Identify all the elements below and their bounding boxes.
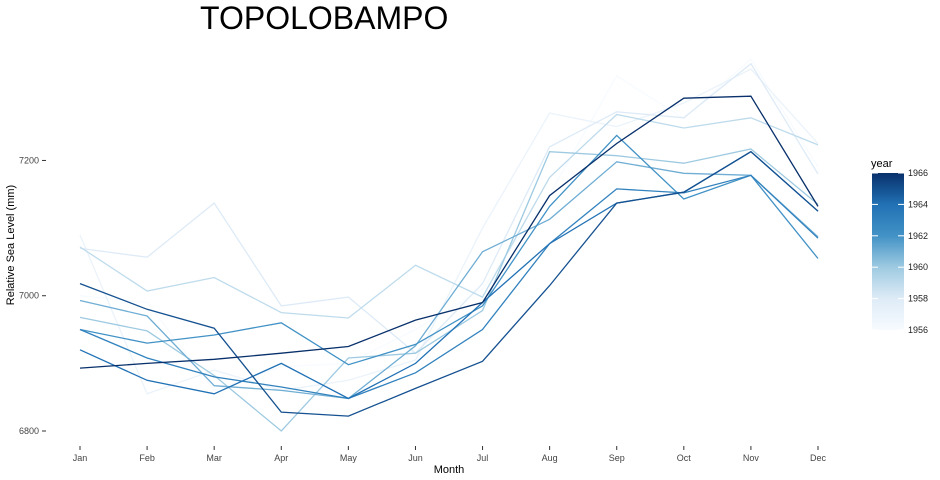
- legend-ticks: 1956 1958 1960 1962 1964 1966: [872, 168, 928, 335]
- y-axis-title: Relative Sea Level (mm): [5, 185, 17, 305]
- series-line-1966: [79, 95, 819, 369]
- x-tick-label-oct: Oct: [677, 453, 692, 463]
- x-axis: Jan Feb Mar Apr May Jun Jul Aug Sep Oct Nov Dec: [73, 446, 827, 463]
- series-line-1956: [79, 58, 819, 392]
- x-tick-label-jun: Jun: [408, 453, 423, 463]
- x-tick-label-jan: Jan: [73, 453, 88, 463]
- x-tick-label-apr: Apr: [274, 453, 288, 463]
- series-line-1965: [79, 150, 819, 417]
- legend-tick-label: 1956: [908, 325, 928, 335]
- legend: year 1956 1958 1960 1962 1964 1966: [871, 158, 928, 335]
- legend-tick-label: 1962: [908, 231, 928, 241]
- y-tick-label: 7200: [19, 155, 39, 165]
- series-line-1962: [79, 134, 819, 366]
- y-tick-label: 7000: [19, 291, 39, 301]
- legend-tick-label: 1964: [908, 199, 928, 209]
- series-line-1963: [79, 174, 819, 400]
- x-tick-label-sep: Sep: [609, 453, 625, 463]
- x-tick-label-aug: Aug: [542, 453, 558, 463]
- x-tick-label-dec: Dec: [810, 453, 827, 463]
- x-tick-label-mar: Mar: [206, 453, 222, 463]
- legend-title: year: [871, 158, 893, 170]
- series-line-1958: [79, 62, 819, 355]
- y-axis: 6800 7000 7200: [19, 155, 46, 436]
- y-tick-label: 6800: [19, 426, 39, 436]
- x-axis-title: Month: [434, 464, 465, 476]
- x-tick-label-nov: Nov: [743, 453, 760, 463]
- x-tick-label-feb: Feb: [139, 453, 155, 463]
- series-line-1959: [79, 113, 819, 319]
- chart-title: TOPOLOBAMPO: [200, 0, 448, 36]
- series-line-1957: [79, 68, 819, 395]
- x-tick-label-jul: Jul: [477, 453, 489, 463]
- series-line-1961: [79, 161, 819, 400]
- series-line-1960: [79, 148, 819, 432]
- legend-tick-label: 1966: [908, 168, 928, 178]
- series-lines: [79, 58, 819, 432]
- legend-tick-label: 1958: [908, 294, 928, 304]
- legend-tick-label: 1960: [908, 262, 928, 272]
- x-tick-label-may: May: [340, 453, 358, 463]
- legend-colorbar: [872, 173, 904, 330]
